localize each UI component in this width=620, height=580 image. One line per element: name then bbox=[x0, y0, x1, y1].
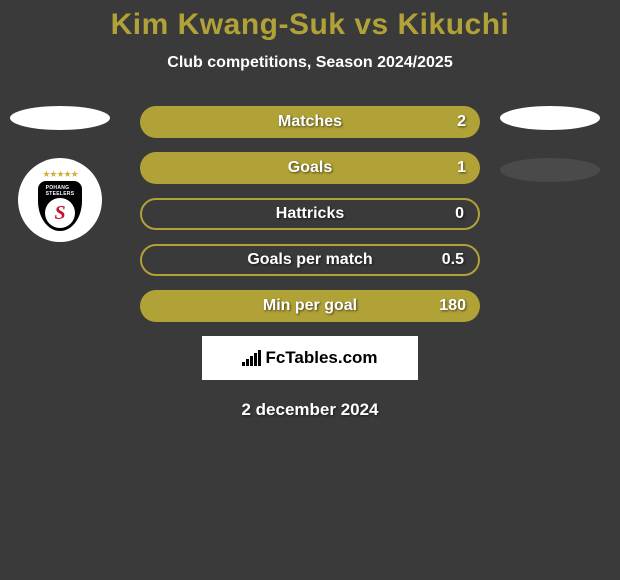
stat-bar-hattricks: Hattricks 0 bbox=[140, 198, 480, 230]
right-player-column bbox=[500, 106, 600, 210]
subtitle: Club competitions, Season 2024/2025 bbox=[0, 54, 620, 72]
stat-bar-matches: Matches 2 bbox=[140, 106, 480, 138]
brand-footer-box: FcTables.com bbox=[202, 336, 418, 380]
stat-label: Min per goal bbox=[263, 297, 357, 315]
club-crest-inner: S bbox=[45, 198, 75, 228]
bars-icon bbox=[242, 350, 261, 366]
brand-logo: FcTables.com bbox=[242, 348, 377, 368]
brand-text: FcTables.com bbox=[265, 348, 377, 368]
stat-value: 180 bbox=[439, 297, 466, 315]
page-title: Kim Kwang-Suk vs Kikuchi bbox=[0, 0, 620, 42]
stat-value: 2 bbox=[457, 113, 466, 131]
stat-label: Hattricks bbox=[276, 205, 344, 223]
left-club-badge: ★★★★★ POHANGSTEELERS S bbox=[18, 158, 102, 242]
stat-bar-min-per-goal: Min per goal 180 bbox=[140, 290, 480, 322]
stat-label: Matches bbox=[278, 113, 342, 131]
date-text: 2 december 2024 bbox=[0, 400, 620, 420]
stat-label: Goals bbox=[288, 159, 332, 177]
comparison-content: ★★★★★ POHANGSTEELERS S Matches 2 Goals 1… bbox=[0, 106, 620, 420]
left-player-column: ★★★★★ POHANGSTEELERS S bbox=[10, 106, 110, 242]
stat-bar-goals: Goals 1 bbox=[140, 152, 480, 184]
right-player-ellipse-bottom bbox=[500, 158, 600, 182]
left-player-ellipse bbox=[10, 106, 110, 130]
stat-label: Goals per match bbox=[247, 251, 372, 269]
right-player-ellipse-top bbox=[500, 106, 600, 130]
stat-value: 0 bbox=[455, 205, 464, 223]
stat-bar-goals-per-match: Goals per match 0.5 bbox=[140, 244, 480, 276]
stat-value: 1 bbox=[457, 159, 466, 177]
club-crest: POHANGSTEELERS S bbox=[38, 181, 82, 231]
stat-value: 0.5 bbox=[442, 251, 464, 269]
club-crest-text: POHANGSTEELERS bbox=[46, 185, 75, 197]
club-stars-icon: ★★★★★ bbox=[42, 169, 77, 180]
stat-bars: Matches 2 Goals 1 Hattricks 0 Goals per … bbox=[140, 106, 480, 322]
club-crest-letter: S bbox=[54, 203, 65, 223]
